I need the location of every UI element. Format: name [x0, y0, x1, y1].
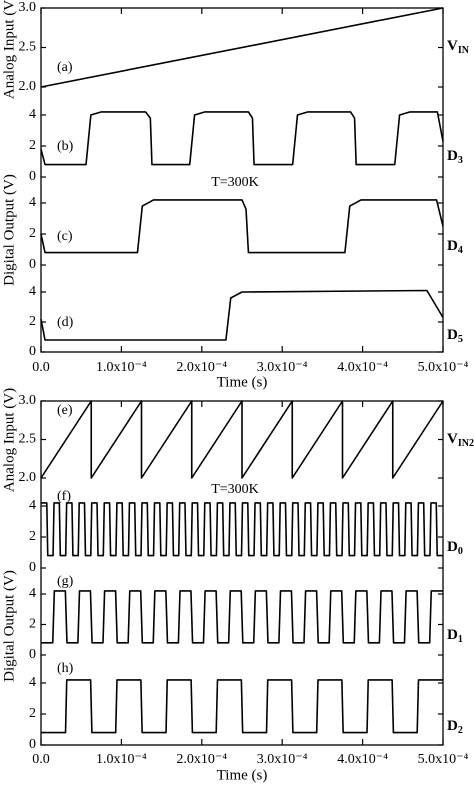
- signal-line: [40, 400, 444, 479]
- annotation: T=300K: [211, 175, 259, 190]
- plot-frame: [40, 7, 444, 353]
- panel-label: (d): [57, 315, 74, 330]
- series-subscript: 5: [458, 334, 463, 345]
- series-name: V: [447, 38, 458, 54]
- x-tick-label: 3.0x10⁻⁴: [257, 360, 308, 375]
- signal-line: [41, 502, 443, 557]
- series-name: D: [447, 327, 458, 343]
- signal-line: [40, 111, 444, 166]
- panel-label: (a): [57, 60, 73, 75]
- y-tick-label: 2.0: [19, 470, 37, 485]
- y-axis-label: Digital Output (V): [1, 570, 17, 682]
- x-tick-label: 0.0: [32, 360, 50, 375]
- y-tick-label: 4: [29, 675, 36, 690]
- y-tick-label: 0: [29, 169, 36, 184]
- y-tick-label: 2.0: [19, 79, 37, 94]
- y-axis-label: Digital Output (V): [1, 174, 17, 286]
- series-subscript: 0: [458, 546, 463, 557]
- x-tick-label: 1.0x10⁻⁴: [96, 752, 147, 767]
- y-tick-label: 2.5: [19, 432, 37, 447]
- x-tick-label: 2.0x10⁻⁴: [176, 360, 227, 375]
- annotation: T=300K: [211, 482, 259, 497]
- y-tick-label: 2: [29, 706, 36, 721]
- x-tick-label: 5.0x10⁻⁴: [418, 360, 469, 375]
- series-subscript: IN2: [458, 438, 474, 449]
- y-tick-label: 2: [29, 138, 36, 153]
- y-tick-label: 2: [29, 617, 36, 632]
- y-tick-label: 4: [29, 284, 36, 299]
- series-name: D: [447, 148, 458, 164]
- y-tick-label: 2: [29, 314, 36, 329]
- y-tick-label: 4: [29, 586, 36, 601]
- y-tick-label: 0: [29, 647, 36, 662]
- signal-line: [40, 7, 444, 88]
- series-subscript: 1: [458, 634, 463, 645]
- y-tick-label: 0: [29, 560, 36, 575]
- x-tick-label: 3.0x10⁻⁴: [257, 752, 308, 767]
- series-name: D: [447, 539, 458, 555]
- y-axis-label: Analog Input (V): [1, 0, 17, 99]
- y-tick-label: 2.5: [19, 40, 37, 55]
- series-subscript: 4: [458, 245, 463, 256]
- panel-label: (f): [57, 489, 71, 504]
- series-name: D: [447, 718, 458, 734]
- x-tick-label: 4.0x10⁻⁴: [337, 752, 388, 767]
- series-label: VIN2: [447, 431, 474, 449]
- series-label: D3: [447, 148, 463, 166]
- y-tick-label: 0: [29, 344, 36, 359]
- panel-label: (b): [57, 139, 74, 154]
- signal-line: [41, 679, 443, 734]
- series-label: D5: [447, 327, 463, 345]
- signal-line: [40, 289, 444, 341]
- y-tick-label: 4: [29, 107, 36, 122]
- y-tick-label: 0: [29, 737, 36, 752]
- y-tick-label: 4: [29, 498, 36, 513]
- y-tick-label: 3.0: [19, 0, 37, 15]
- x-tick-label: 1.0x10⁻⁴: [96, 360, 147, 375]
- series-subscript: IN: [458, 45, 470, 56]
- signal-line: [40, 199, 444, 254]
- series-subscript: 3: [458, 155, 463, 166]
- series-name: V: [447, 431, 458, 447]
- y-tick-label: 0: [29, 257, 36, 272]
- x-tick-label: 5.0x10⁻⁴: [418, 752, 469, 767]
- panel-label: (e): [57, 403, 73, 418]
- y-tick-label: 2: [29, 226, 36, 241]
- signal-line: [41, 590, 443, 644]
- y-axis-label: Analog Input (V): [1, 388, 17, 492]
- series-name: D: [447, 627, 458, 643]
- x-tick-label: 2.0x10⁻⁴: [176, 752, 227, 767]
- series-label: D0: [447, 539, 463, 557]
- panel-label: (g): [57, 574, 74, 589]
- x-axis-label: Time (s): [217, 767, 268, 783]
- y-tick-label: 3.0: [19, 393, 37, 408]
- series-label: D1: [447, 627, 463, 645]
- panel-label: (c): [57, 229, 73, 244]
- series-label: VIN: [447, 38, 470, 56]
- panel-label: (h): [57, 661, 74, 676]
- series-label: D4: [447, 238, 463, 256]
- series-label: D2: [447, 718, 463, 736]
- x-tick-label: 0.0: [32, 752, 50, 767]
- y-tick-label: 2: [29, 529, 36, 544]
- y-tick-label: 4: [29, 195, 36, 210]
- x-axis-label: Time (s): [217, 374, 268, 390]
- series-subscript: 2: [458, 725, 463, 736]
- x-tick-label: 4.0x10⁻⁴: [337, 360, 388, 375]
- series-name: D: [447, 238, 458, 254]
